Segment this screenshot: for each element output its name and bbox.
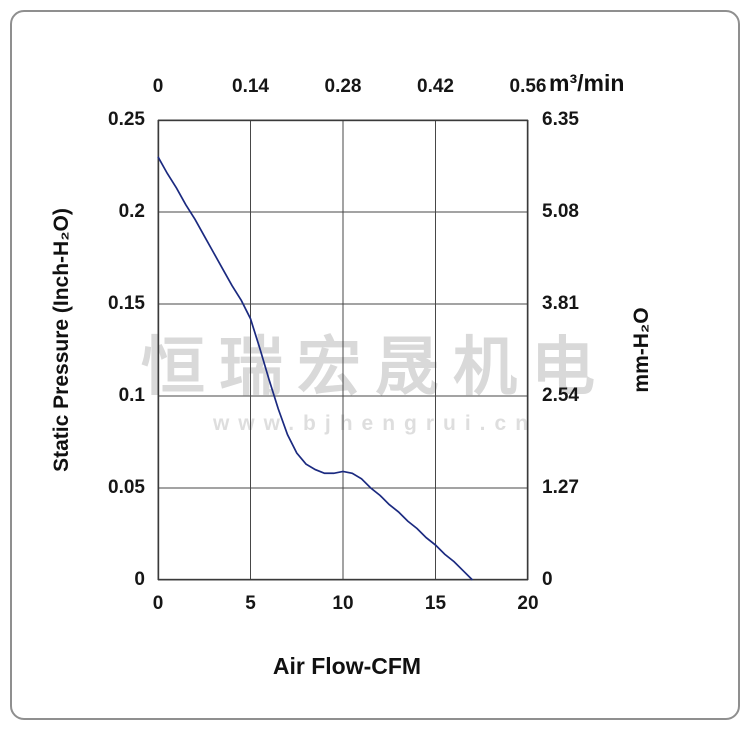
plot-area [157, 119, 529, 581]
right-axis-label: mm-H₂O [630, 307, 653, 393]
watermark-url: www.bjhengrui.cn [212, 412, 538, 435]
x-tick-label: 20 [517, 593, 539, 614]
x-tick-label: 5 [245, 593, 256, 614]
top-tick-label: 0.42 [417, 76, 454, 97]
watermark-text: 恒瑞宏晟机电 [141, 331, 609, 403]
top-tick-label: 0.14 [232, 76, 269, 97]
chart-frame-border [10, 10, 740, 720]
top-tick-label: 0 [152, 76, 164, 97]
right-tick-label: 0 [542, 569, 553, 590]
plot-border [157, 119, 529, 581]
right-tick-label: 3.81 [542, 293, 579, 314]
y-tick-label: 0.25 [108, 109, 145, 130]
x-tick-label: 10 [332, 593, 354, 614]
top-tick-label: 0.56 [509, 76, 547, 97]
right-tick-label: 6.35 [542, 109, 579, 130]
static-pressure-vs-airflow-curve [157, 156, 474, 581]
top-axis-unit-label: m³/min [549, 70, 625, 96]
y-tick-label: 0.05 [108, 477, 145, 498]
y-tick-label: 0.1 [118, 385, 145, 406]
y-axis-label: Static Pressure (Inch-H₂O) [50, 208, 73, 472]
right-tick-label: 1.27 [542, 477, 579, 498]
top-tick-label: 0.28 [324, 76, 362, 97]
y-tick-label: 0.15 [108, 293, 145, 314]
y-tick-label: 0.2 [118, 201, 145, 222]
right-tick-label: 5.08 [542, 201, 579, 222]
x-tick-label: 0 [152, 593, 164, 614]
right-tick-label: 2.54 [542, 385, 579, 406]
x-axis-label: Air Flow-CFM [272, 653, 422, 679]
x-tick-label: 15 [424, 593, 447, 614]
y-tick-label: 0 [134, 569, 145, 590]
